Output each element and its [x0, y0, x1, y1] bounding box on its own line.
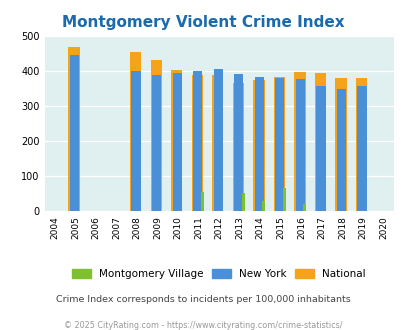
Bar — [335, 78, 346, 211]
Bar — [172, 73, 181, 211]
Bar — [253, 80, 264, 211]
Bar — [193, 71, 202, 211]
Text: Montgomery Violent Crime Index: Montgomery Violent Crime Index — [62, 15, 343, 30]
Bar — [70, 55, 79, 211]
Legend: Montgomery Village, New York, National: Montgomery Village, New York, National — [72, 269, 365, 279]
Bar — [314, 73, 325, 211]
Bar — [130, 52, 141, 211]
Bar — [241, 193, 244, 211]
Bar — [234, 74, 243, 211]
Bar — [295, 79, 304, 211]
Bar — [200, 192, 203, 211]
Text: © 2025 CityRating.com - https://www.cityrating.com/crime-statistics/: © 2025 CityRating.com - https://www.city… — [64, 321, 341, 330]
Bar — [151, 76, 161, 211]
Bar — [131, 71, 141, 211]
Bar — [232, 83, 243, 211]
Bar — [315, 86, 325, 211]
Bar — [294, 72, 305, 211]
Bar — [303, 204, 306, 211]
Bar — [273, 77, 284, 211]
Bar — [355, 78, 366, 211]
Bar — [212, 76, 223, 211]
Bar — [68, 47, 79, 211]
Bar — [336, 89, 345, 211]
Text: Crime Index corresponds to incidents per 100,000 inhabitants: Crime Index corresponds to incidents per… — [55, 295, 350, 304]
Bar — [191, 76, 202, 211]
Bar — [356, 86, 366, 211]
Bar — [171, 70, 182, 211]
Bar — [213, 69, 222, 211]
Bar — [275, 78, 284, 211]
Bar — [262, 201, 265, 211]
Bar — [150, 60, 162, 211]
Bar — [282, 188, 285, 211]
Bar — [254, 77, 263, 211]
